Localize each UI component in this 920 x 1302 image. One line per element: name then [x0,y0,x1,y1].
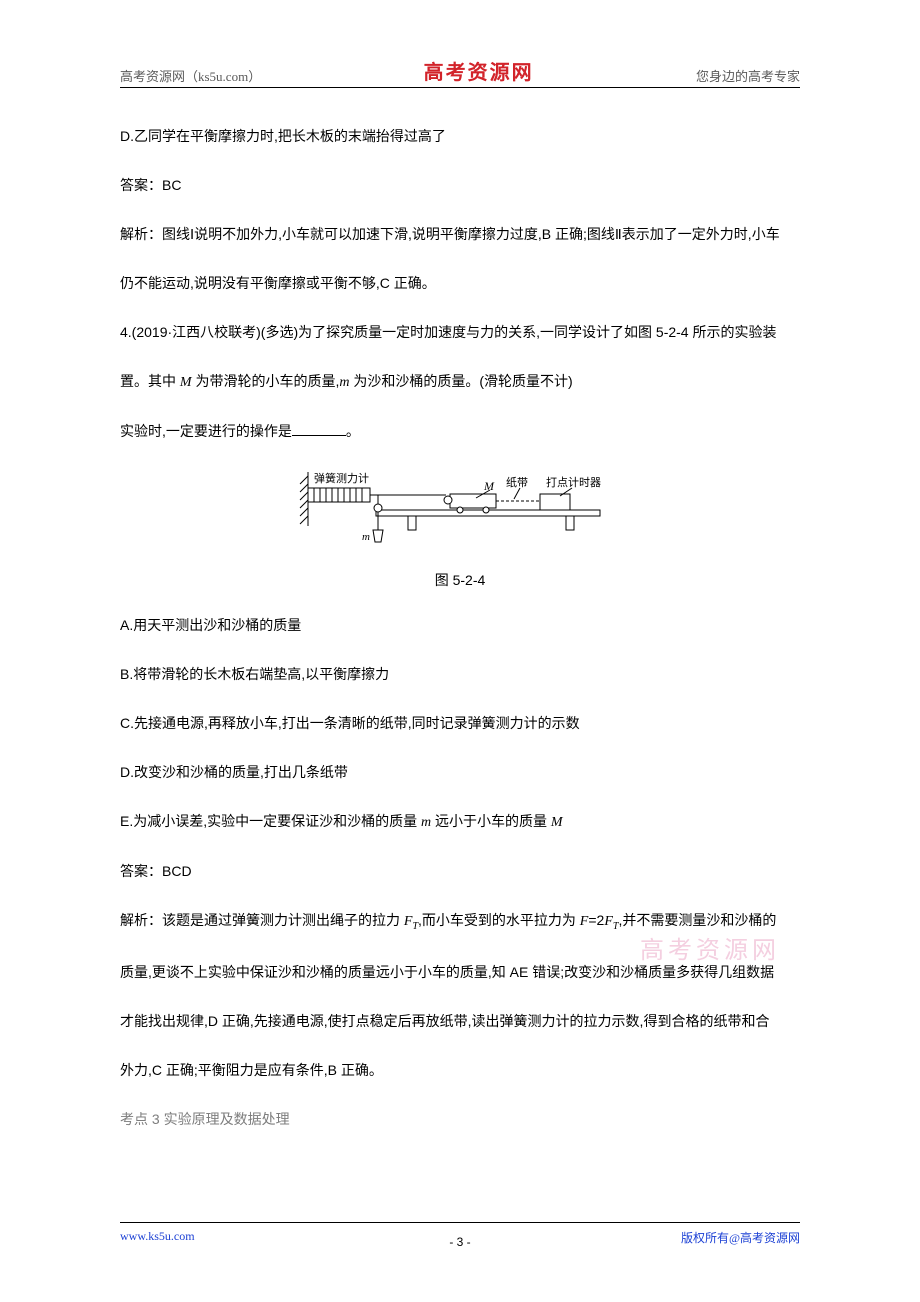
exp-c: ,并不需要测量沙和沙桶的 [618,912,776,928]
optE-mid: 远小于小车的质量 [431,813,551,829]
explanation-2-line3: 才能找出规律,D 正确,先接通电源,使打点稳定后再放纸带,读出弹簧测力计的拉力示… [120,1011,800,1032]
option-c: C.先接通电源,再释放小车,打出一条清晰的纸带,同时记录弹簧测力计的示数 [120,713,800,734]
question-4-line2: 置。其中 M 为带滑轮的小车的质量,m 为沙和沙桶的质量。(滑轮质量不计) [120,371,800,393]
q4-pre: 置。其中 [120,373,180,389]
option-b: B.将带滑轮的长木板右端垫高,以平衡摩擦力 [120,664,800,685]
optE-pre: E.为减小误差,实验中一定要保证沙和沙桶的质量 [120,813,421,829]
experiment-diagram-svg: 弹簧测力计 [290,470,630,550]
fill-blank [292,422,346,436]
prompt-pre: 实验时,一定要进行的操作是 [120,423,292,439]
footer-page-number: - 3 - [449,1235,470,1249]
header-left: 高考资源网（ks5u.com） [120,66,261,85]
footer-url: www.ks5u.com [120,1229,195,1244]
label-paper-tape: 纸带 [506,476,528,489]
label-timer: 打点计时器 [546,475,601,489]
figure-caption: 图 5-2-4 [120,570,800,591]
page-footer: www.ks5u.com - 3 - 版权所有@高考资源网 [120,1222,800,1246]
label-spring-gauge: 弹簧测力计 [314,471,369,485]
explanation-2-line4: 外力,C 正确;平衡阻力是应有条件,B 正确。 [120,1060,800,1081]
figure-5-2-4: 弹簧测力计 [120,470,800,591]
option-d-prev: D.乙同学在平衡摩擦力时,把长木板的末端抬得过高了 [120,126,800,147]
explanation-1-line2: 仍不能运动,说明没有平衡摩擦或平衡不够,C 正确。 [120,273,800,294]
prompt-post: 。 [346,423,360,439]
explanation-1-line1: 解析：图线Ⅰ说明不加外力,小车就可以加速下滑,说明平衡摩擦力过度,B 正确;图线… [120,226,780,242]
page-header: 高考资源网（ks5u.com） 高考资源网 您身边的高考专家 [120,56,800,88]
label-m: m [362,531,370,543]
var-M: M [180,375,192,390]
explanation-2-line1: 解析：该题是通过弹簧测力计测出绳子的拉力 FT,而小车受到的水平拉力为 F=2F… [120,910,800,934]
question-4-line1: 4.(2019·江西八校联考)(多选)为了探究质量一定时加速度与力的关系,一同学… [120,322,800,343]
optE-m: m [421,815,431,830]
exp-b: ,而小车受到的水平拉力为 [418,912,580,928]
option-d: D.改变沙和沙桶的质量,打出几条纸带 [120,762,800,783]
explanation-2-line2: 质量,更谈不上实验中保证沙和沙桶的质量远小于小车的质量,知 AE 错误;改变沙和… [120,962,800,983]
var-m: m [339,375,349,390]
q4-mid: 为带滑轮的小车的质量, [192,373,340,389]
explanation-1: 解析：图线Ⅰ说明不加外力,小车就可以加速下滑,说明平衡摩擦力过度,B 正确;图线… [120,224,800,245]
exp-F2: F [604,914,613,929]
exp-eq: =2 [588,912,604,928]
exp-a: 解析：该题是通过弹簧测力计测出绳子的拉力 [120,912,404,928]
document-body: D.乙同学在平衡摩擦力时,把长木板的末端抬得过高了 答案：BC 解析：图线Ⅰ说明… [120,126,800,1130]
answer-2: 答案：BCD [120,861,800,882]
q4-post: 为沙和沙桶的质量。(滑轮质量不计) [349,373,572,389]
optE-M: M [551,815,563,830]
topic-heading: 考点 3 实验原理及数据处理 [120,1109,800,1130]
option-a: A.用天平测出沙和沙桶的质量 [120,615,800,636]
footer-copyright: 版权所有@高考资源网 [681,1229,800,1246]
question-4-prompt: 实验时,一定要进行的操作是 。 [120,421,800,442]
header-right: 您身边的高考专家 [696,66,800,85]
option-e: E.为减小误差,实验中一定要保证沙和沙桶的质量 m 远小于小车的质量 M [120,811,800,833]
answer-1: 答案：BC [120,175,800,196]
header-center-logo: 高考资源网 [424,56,534,85]
